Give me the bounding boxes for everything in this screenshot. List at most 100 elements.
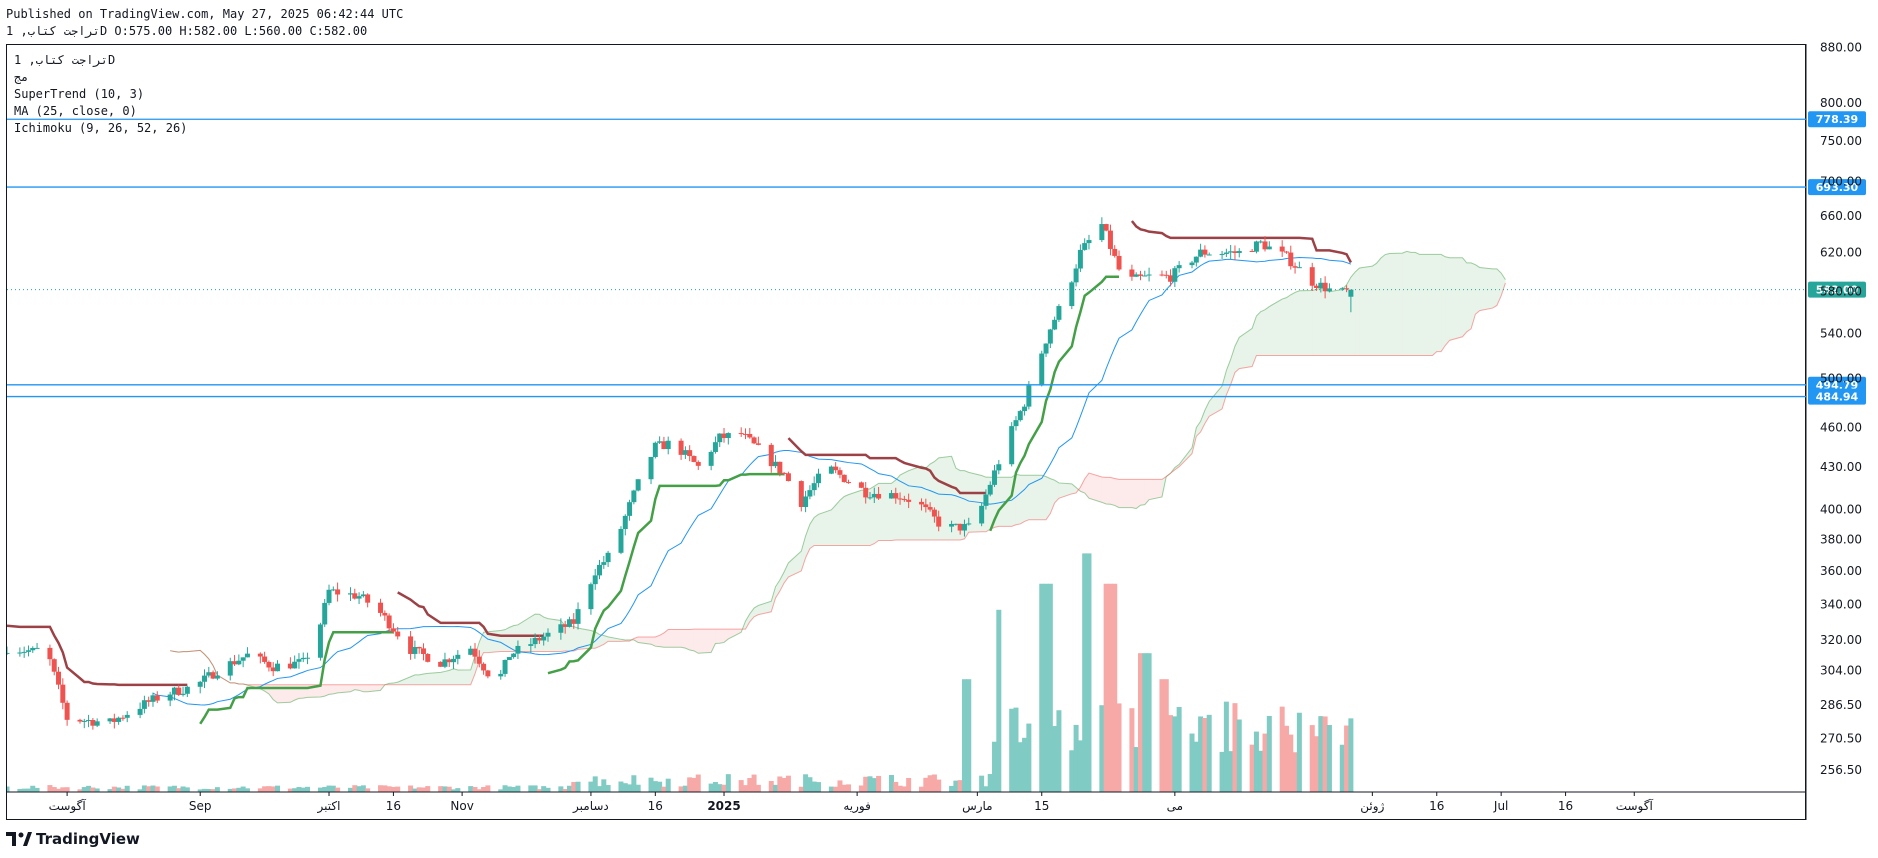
candle-body (356, 596, 362, 599)
candle-body (56, 671, 62, 685)
volume-bar (635, 784, 641, 792)
cloud-segment (410, 674, 415, 685)
volume-bar (81, 787, 87, 792)
candle-body (919, 501, 925, 505)
volume-bar (536, 789, 542, 792)
volume-bar (1052, 726, 1058, 792)
cloud-segment (1342, 284, 1347, 356)
candle-body (1262, 241, 1268, 250)
candle-body (511, 653, 517, 658)
volume-bar (17, 788, 23, 792)
candle-body (420, 648, 426, 655)
volume-bar (1292, 752, 1298, 792)
candle-body (472, 648, 478, 657)
legend-ma[interactable]: MA (25, close, 0) (14, 104, 137, 118)
candle-body (1112, 248, 1118, 256)
volume-bar (558, 786, 564, 792)
volume-bar (678, 786, 684, 792)
volume-bar (846, 784, 852, 792)
volume-bar (1013, 707, 1019, 792)
cloud-segment (1415, 252, 1420, 356)
legend-symbol[interactable]: تراجت كتاب, 1D (14, 53, 116, 67)
candle-body (687, 450, 693, 457)
cloud-segment (844, 494, 849, 546)
tradingview-logo[interactable]: TradingView (6, 830, 140, 848)
volume-bar (605, 785, 611, 792)
legend-volume[interactable]: مج (14, 70, 29, 84)
candle-body (635, 479, 641, 491)
candle-body (1013, 420, 1019, 427)
volume-bar (1236, 719, 1242, 792)
volume-bar (416, 787, 422, 792)
cloud-segment (814, 514, 819, 546)
candle-body (476, 656, 482, 664)
cloud-segment (573, 626, 579, 651)
volume-bar (47, 785, 53, 792)
volume-bar (828, 786, 834, 792)
volume-bar (1314, 736, 1320, 792)
chart-header: Published on TradingView.com, May 27, 20… (6, 6, 403, 40)
candle-body (77, 719, 83, 722)
candle-body (330, 589, 336, 591)
candle-body (137, 708, 143, 715)
candle-body (1318, 282, 1324, 289)
volume-bar (592, 776, 598, 792)
cloud-segment (1359, 266, 1373, 356)
volume-bar (287, 788, 293, 792)
volume-bar (300, 787, 306, 792)
candle-body (485, 670, 491, 677)
cloud-segment (1269, 299, 1283, 356)
cloud-segment (569, 625, 574, 651)
candle-body (532, 637, 538, 645)
cloud-segment (878, 483, 892, 541)
legend-supertrend[interactable]: SuperTrend (10, 3) (14, 87, 145, 101)
volume-bar (137, 789, 143, 792)
cloud-segment (1295, 290, 1300, 356)
candle-body (1172, 268, 1178, 282)
cloud-segment (1110, 477, 1115, 506)
candle-body (558, 624, 564, 633)
volume-bar (691, 777, 697, 792)
volume-bar (382, 785, 388, 792)
legend-ichimoku[interactable]: Ichimoku (9, 26, 52, 26) (14, 121, 188, 135)
candle-body (416, 646, 422, 649)
volume-bar (1339, 744, 1345, 792)
candle-body (30, 647, 36, 651)
candle-body (992, 470, 998, 485)
candle-body (317, 624, 323, 658)
candle-body (773, 461, 779, 467)
cloud-segment (779, 571, 785, 592)
cloud-segment (423, 673, 428, 685)
candle-body (1022, 406, 1028, 412)
candle-body (81, 720, 87, 722)
y-tick-label: 286.50 (1820, 698, 1862, 712)
cloud-segment (517, 616, 531, 652)
candle-body (90, 719, 96, 726)
candle-body (1086, 240, 1092, 244)
candle-body (1279, 246, 1285, 252)
price-line-badge-label: 484.94 (1816, 391, 1859, 404)
candle-body (1103, 224, 1109, 231)
cloud-segment (320, 684, 325, 698)
volume-bar (983, 786, 989, 792)
volume-bar (1142, 653, 1148, 792)
volume-bar (1069, 750, 1075, 792)
cloud-segment (1015, 474, 1021, 525)
published-line: Published on TradingView.com, May 27, 20… (6, 7, 404, 21)
volume-bar (837, 780, 843, 792)
candle-body (438, 661, 444, 667)
volume-bar (871, 778, 877, 792)
volume-bar (833, 786, 839, 792)
volume-bar (1047, 583, 1053, 792)
candle-body (498, 673, 504, 677)
volume-bar (888, 774, 894, 792)
y-tick-label: 256.50 (1820, 763, 1862, 777)
cloud-segment (1325, 288, 1330, 356)
cloud-segment (775, 579, 780, 598)
cloud-segment (955, 468, 961, 541)
volume-bar (1296, 712, 1302, 792)
volume-bar (202, 788, 208, 792)
candle-body (506, 657, 512, 660)
volume-bar (601, 779, 607, 792)
